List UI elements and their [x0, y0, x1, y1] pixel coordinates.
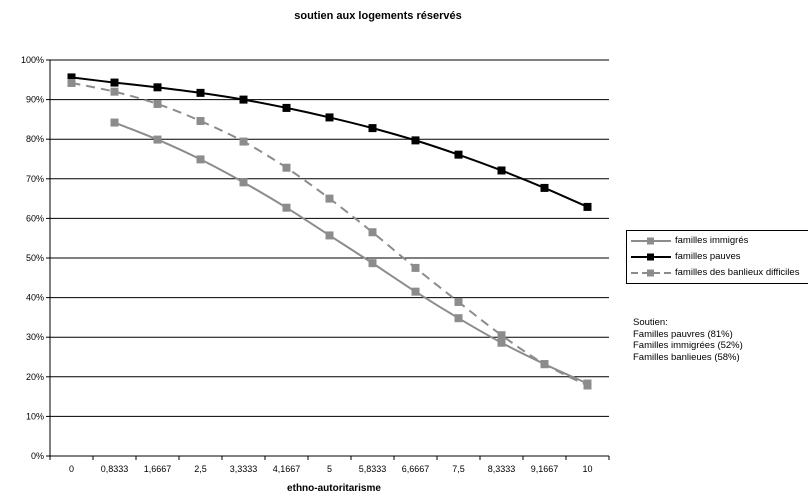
series-3: [67, 78, 592, 390]
data-point: [497, 166, 506, 175]
data-point: [282, 163, 291, 172]
legend-swatch-banlieux: [631, 269, 671, 277]
x-tick-label: 10: [582, 464, 592, 474]
data-point: [454, 150, 463, 159]
legend-label-pauves: familles pauves: [675, 251, 741, 262]
data-point: [411, 287, 420, 296]
data-point: [196, 155, 205, 164]
data-point: [110, 87, 119, 96]
data-point: [540, 183, 549, 192]
y-tick-label: 70%: [26, 174, 44, 184]
support-note: Soutien: Familles pauvres (81%) Familles…: [633, 317, 743, 363]
y-tick-label: 60%: [26, 213, 44, 223]
y-tick-label: 10%: [26, 411, 44, 421]
data-point: [282, 103, 291, 112]
data-point: [540, 360, 549, 369]
data-point: [153, 99, 162, 108]
data-point: [67, 78, 76, 87]
data-point: [583, 381, 592, 390]
data-point: [497, 338, 506, 347]
note-line: Familles immigrées (52%): [633, 340, 743, 351]
data-point: [325, 231, 334, 240]
data-point: [497, 331, 506, 340]
series-line: [114, 121, 588, 385]
grid-lines: [50, 59, 609, 417]
y-tick-label: 100%: [21, 55, 44, 65]
x-tick-label: 0,8333: [101, 464, 129, 474]
x-tick-label: 8,3333: [488, 464, 516, 474]
x-tick-label: 5,8333: [359, 464, 387, 474]
data-point: [239, 137, 248, 146]
data-point: [325, 113, 334, 122]
data-point: [110, 118, 119, 127]
x-tick-label: 7,5: [452, 464, 465, 474]
data-point: [282, 203, 291, 212]
data-point: [368, 259, 377, 268]
legend-label-banlieux: familles des banlieux difficiles: [675, 267, 800, 278]
chart-title: soutien aux logements réservés: [294, 10, 462, 22]
legend-swatch-immigres: [631, 237, 671, 245]
y-tick-label: 20%: [26, 372, 44, 382]
y-tick-labels: 0% 10% 20% 30% 40% 50% 60% 70% 80% 90% 100%: [21, 55, 44, 461]
data-point: [411, 136, 420, 145]
y-tick-label: 50%: [26, 253, 44, 263]
x-tick-label: 5: [327, 464, 332, 474]
x-tick-labels: 0 0,8333 1,6667 2,5 3,3333 4,1667 5 5,8333 6,666…: [69, 464, 593, 474]
y-tick-label: 80%: [26, 134, 44, 144]
x-tick-label: 0: [69, 464, 74, 474]
x-axis-title: ethno-autoritarisme: [287, 483, 381, 494]
x-tick-label: 2,5: [194, 464, 207, 474]
data-point: [196, 88, 205, 97]
x-tick-label: 1,6667: [144, 464, 172, 474]
x-tick-label: 3,3333: [230, 464, 258, 474]
note-line: Familles pauvres (81%): [633, 328, 733, 340]
data-point: [110, 78, 119, 87]
y-tick-label: 90%: [26, 95, 44, 105]
y-tick-label: 0%: [31, 451, 44, 461]
y-tick-label: 40%: [26, 293, 44, 303]
x-tick-label: 4,1667: [273, 464, 301, 474]
data-point: [67, 73, 76, 82]
data-point: [454, 297, 463, 306]
data-point: [196, 116, 205, 125]
x-tick-label: 6,6667: [402, 464, 430, 474]
data-point: [368, 228, 377, 237]
axes: [46, 59, 610, 460]
series-lines: [67, 73, 592, 390]
data-point: [583, 202, 592, 211]
series-line: [71, 76, 588, 208]
data-point: [153, 83, 162, 92]
legend-label-immigres: familles immigrés: [675, 235, 749, 246]
data-point: [454, 314, 463, 323]
note-line: Familles banlieues (58%): [633, 351, 740, 363]
y-tick-label: 30%: [26, 332, 44, 342]
series-2: [67, 73, 592, 211]
data-point: [325, 194, 334, 203]
note-heading: Soutien:: [633, 317, 668, 328]
data-point: [368, 124, 377, 133]
data-point: [239, 178, 248, 187]
data-point: [239, 95, 248, 104]
legend: familles immigrés familles pauves famill…: [626, 230, 808, 284]
legend-swatch-pauves: [631, 253, 671, 261]
x-tick-label: 9,1667: [531, 464, 559, 474]
data-point: [411, 263, 420, 272]
data-point: [153, 135, 162, 144]
